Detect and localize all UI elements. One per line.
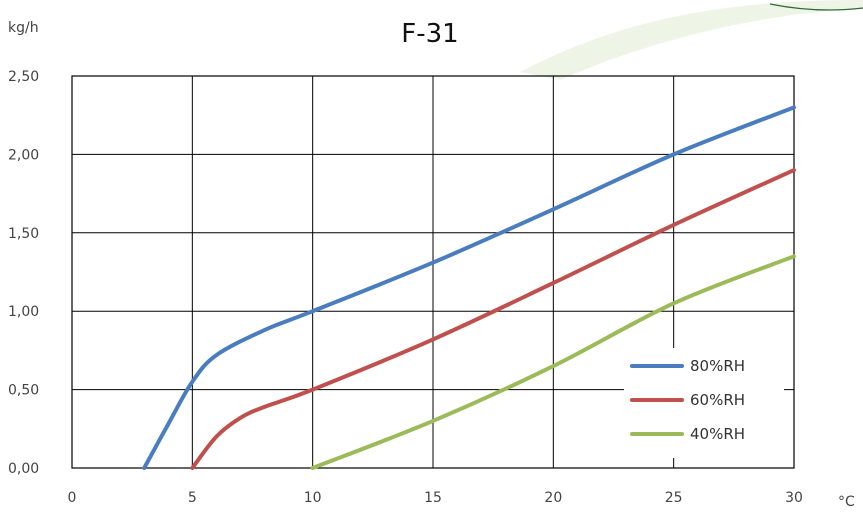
legend-label: 40%RH [690, 425, 745, 443]
y-tick-label: 1,00 [8, 304, 39, 320]
x-tick-label: 5 [188, 490, 197, 506]
x-tick-label: 15 [424, 490, 442, 506]
y-tick-label: 0,00 [8, 461, 39, 477]
series-line-1 [142, 105, 796, 470]
series-line-2 [190, 168, 796, 470]
chart-title: F-31 [401, 19, 458, 49]
x-tick-label: 20 [544, 490, 562, 506]
series-line-3 [310, 254, 796, 470]
x-axis-unit: °C [838, 494, 855, 510]
y-tick-label: 1,50 [8, 226, 39, 242]
chart-ticks: 0 5 10 15 20 25 30 0,00 0,50 1,00 1,50 2,00 2,50 [8, 69, 803, 506]
legend-label: 80%RH [690, 357, 745, 375]
x-tick-label: 10 [304, 490, 322, 506]
chart-legend: 80%RH 60%RH 40%RH [624, 348, 784, 458]
y-tick-label: 2,00 [8, 147, 39, 163]
x-tick-label: 30 [785, 490, 803, 506]
y-tick-label: 2,50 [8, 69, 39, 85]
chart-series [142, 105, 796, 470]
legend-label: 60%RH [690, 391, 745, 409]
watermark-leaf-icon [520, 0, 863, 80]
y-axis-unit: kg/h [8, 20, 39, 36]
x-tick-label: 25 [665, 490, 683, 506]
y-tick-label: 0,50 [8, 383, 39, 399]
x-tick-label: 0 [68, 490, 77, 506]
